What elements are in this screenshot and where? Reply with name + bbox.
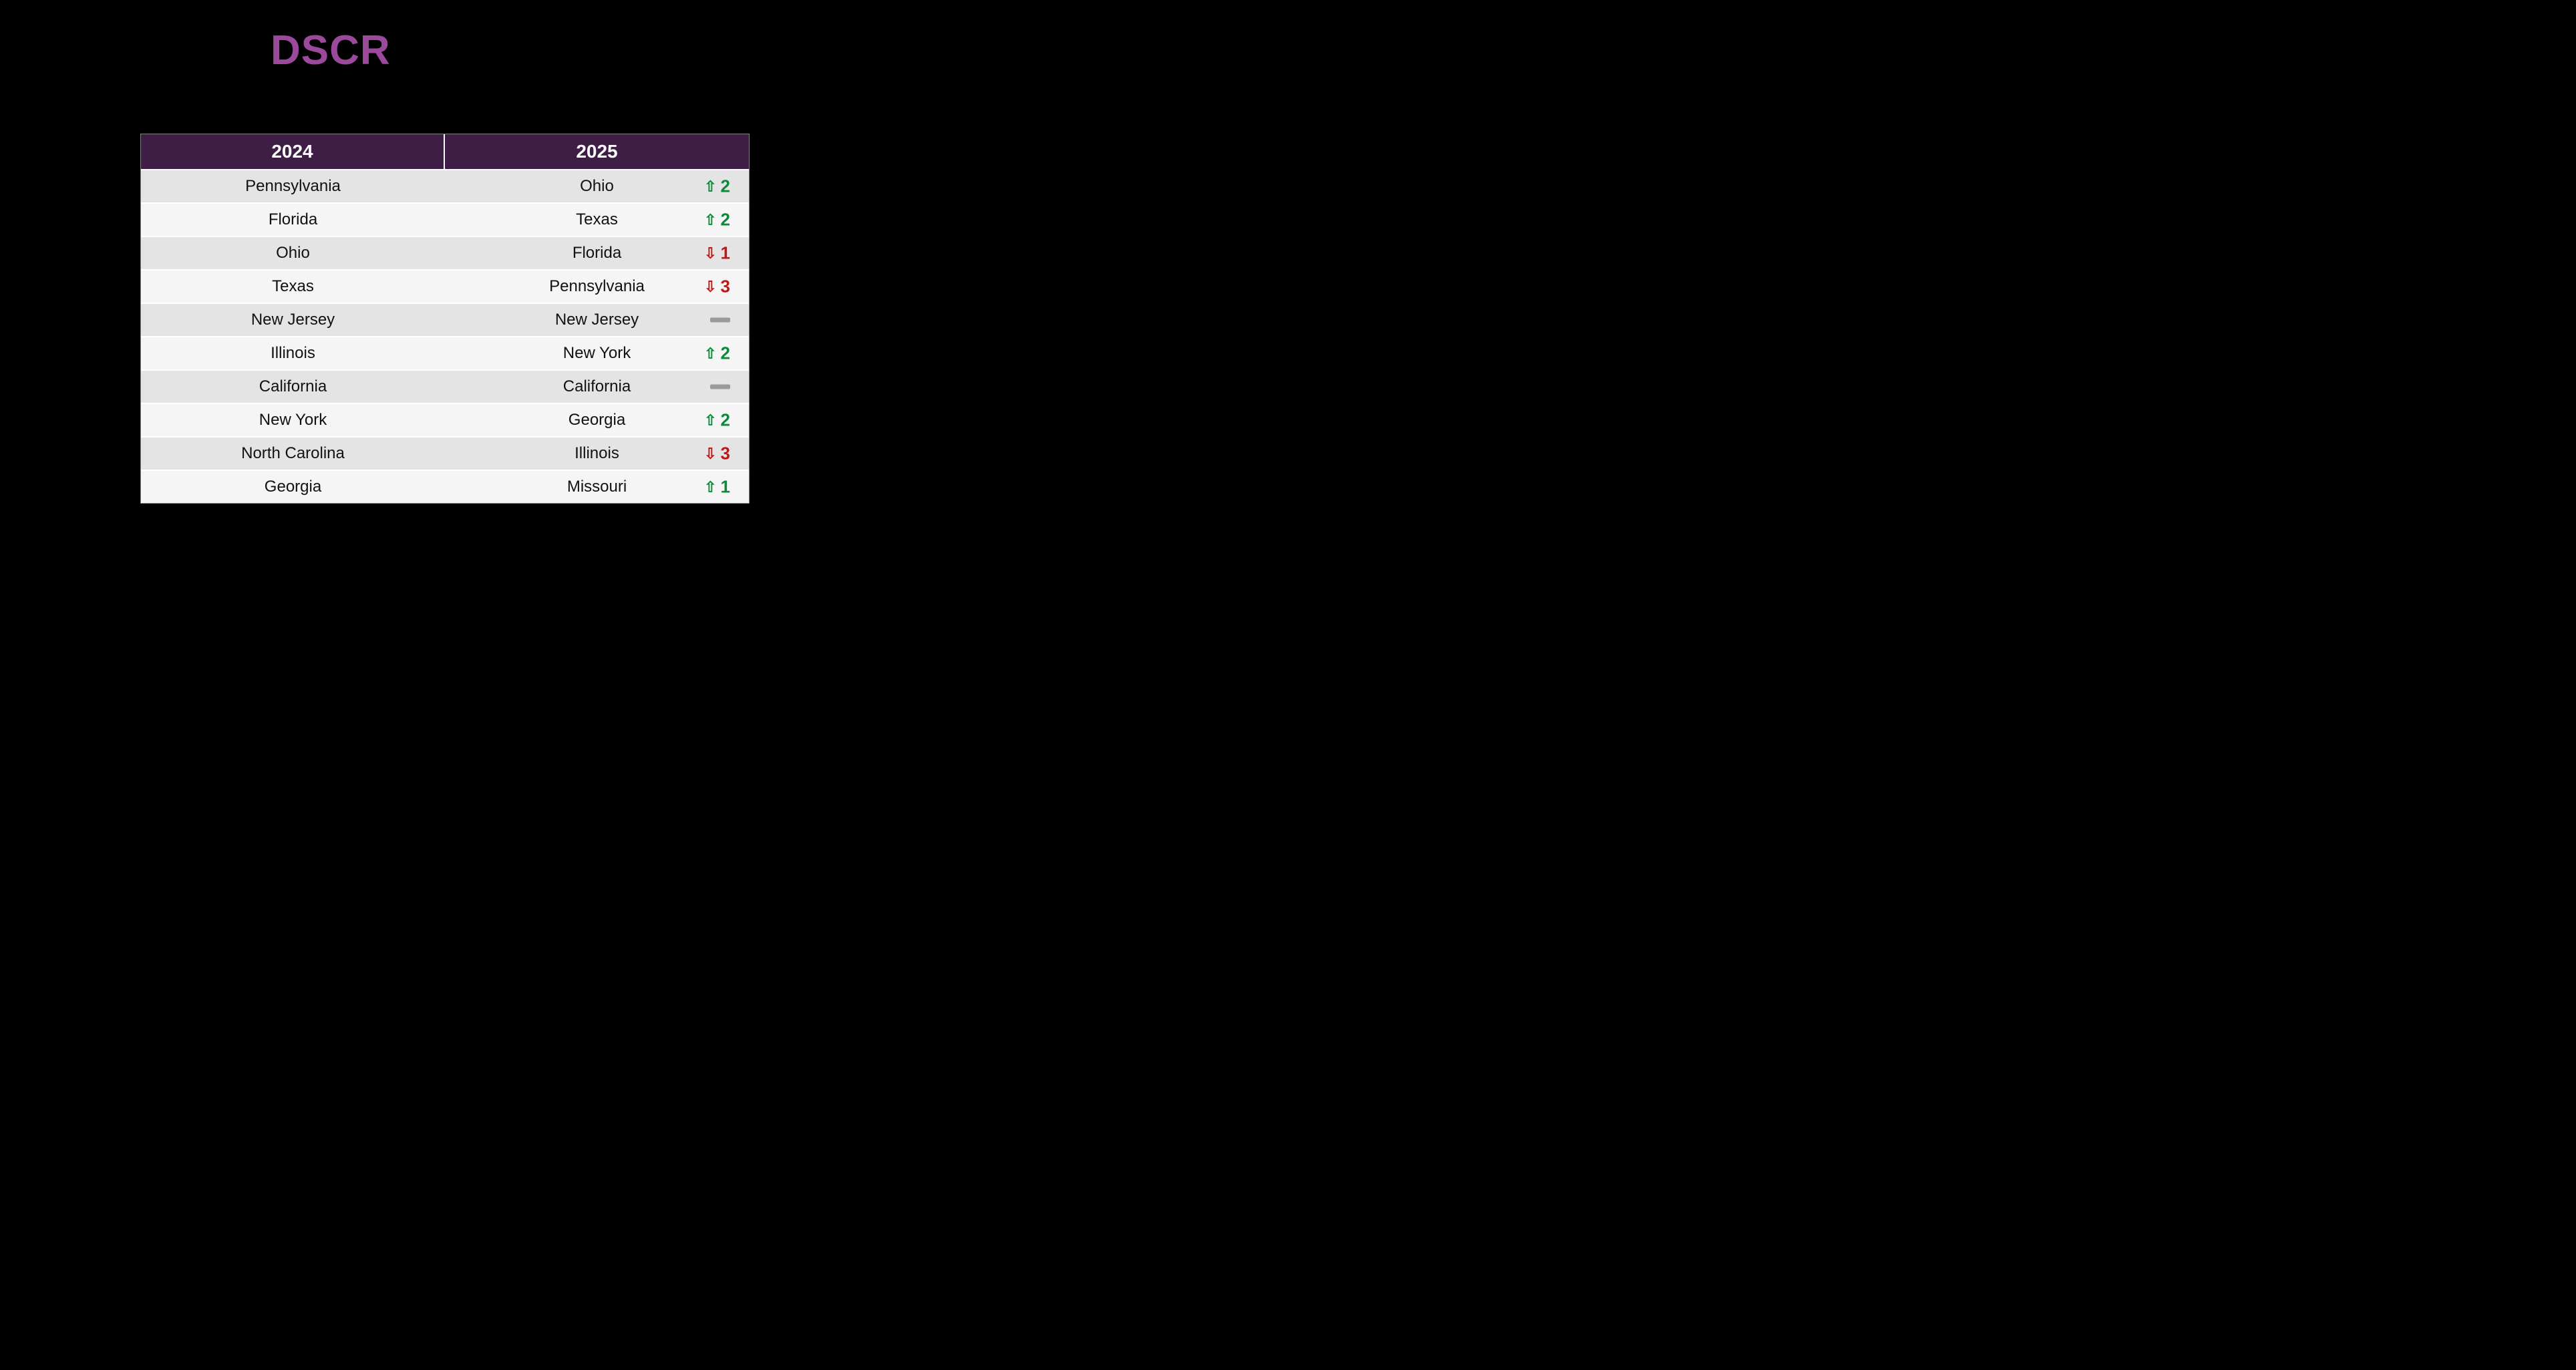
arrow-up-icon: ⇧ <box>704 480 716 494</box>
rank-change-badge: ⇧2 <box>704 176 730 197</box>
cell-2024: Illinois <box>141 336 445 369</box>
rank-change-badge <box>710 385 730 389</box>
cell-2024: North Carolina <box>141 436 445 470</box>
table-body: PennsylvaniaOhio⇧2FloridaTexas⇧2OhioFlor… <box>141 169 749 503</box>
rank-change-value: 3 <box>721 277 730 297</box>
rank-change-badge <box>710 318 730 323</box>
rank-change-badge: ⇧2 <box>704 343 730 364</box>
column-header-2024: 2024 <box>141 134 445 169</box>
arrow-up-icon: ⇧ <box>704 346 716 361</box>
state-2025-label: Ohio <box>580 177 614 195</box>
rank-change-value: 1 <box>721 243 730 264</box>
cell-2025: Georgia⇧2 <box>445 403 749 436</box>
state-2025-label: Texas <box>576 210 618 228</box>
table-row: GeorgiaMissouri⇧1 <box>141 470 749 503</box>
cell-2025: Ohio⇧2 <box>445 169 749 202</box>
state-2025-label: Georgia <box>569 411 625 429</box>
cell-2025: Illinois⇩3 <box>445 436 749 470</box>
slide: DSCR 2024 2025 PennsylvaniaOhio⇧2Florida… <box>0 0 1034 550</box>
table-row: OhioFlorida⇩1 <box>141 236 749 269</box>
no-change-icon <box>710 385 730 389</box>
table-header-row: 2024 2025 <box>141 134 749 169</box>
rank-change-value: 2 <box>721 410 730 431</box>
ranking-table: 2024 2025 PennsylvaniaOhio⇧2FloridaTexas… <box>141 134 749 503</box>
state-2025-label: New Jersey <box>555 311 639 329</box>
arrow-up-icon: ⇧ <box>704 179 716 194</box>
cell-2025: New York⇧2 <box>445 336 749 369</box>
rank-change-badge: ⇧1 <box>704 477 730 498</box>
rank-change-badge: ⇩3 <box>704 277 730 297</box>
state-2025-label: Pennsylvania <box>549 277 645 295</box>
table-row: FloridaTexas⇧2 <box>141 202 749 236</box>
cell-2025: Florida⇩1 <box>445 236 749 269</box>
table-row: North CarolinaIllinois⇩3 <box>141 436 749 470</box>
no-change-icon <box>710 318 730 323</box>
slide-title: DSCR <box>271 27 391 74</box>
state-2025-label: Missouri <box>567 478 627 496</box>
cell-2024: Florida <box>141 202 445 236</box>
cell-2025: Missouri⇧1 <box>445 470 749 503</box>
ranking-table-container: 2024 2025 PennsylvaniaOhio⇧2FloridaTexas… <box>140 134 750 504</box>
rank-change-value: 2 <box>721 210 730 230</box>
rank-change-value: 1 <box>721 477 730 498</box>
table-row: IllinoisNew York⇧2 <box>141 336 749 369</box>
state-2025-label: California <box>563 377 631 395</box>
cell-2024: New York <box>141 403 445 436</box>
arrow-down-icon: ⇩ <box>704 246 716 261</box>
arrow-down-icon: ⇩ <box>704 446 716 461</box>
rank-change-badge: ⇩1 <box>704 243 730 264</box>
cell-2024: Pennsylvania <box>141 169 445 202</box>
rank-change-badge: ⇩3 <box>704 444 730 464</box>
cell-2025: New Jersey <box>445 303 749 336</box>
rank-change-badge: ⇧2 <box>704 410 730 431</box>
arrow-up-icon: ⇧ <box>704 413 716 427</box>
arrow-up-icon: ⇧ <box>704 212 716 227</box>
cell-2024: Ohio <box>141 236 445 269</box>
arrow-down-icon: ⇩ <box>704 279 716 294</box>
rank-change-value: 3 <box>721 444 730 464</box>
rank-change-badge: ⇧2 <box>704 210 730 230</box>
cell-2024: Texas <box>141 269 445 303</box>
cell-2025: California <box>445 369 749 403</box>
state-2025-label: New York <box>563 344 631 362</box>
state-2025-label: Illinois <box>575 444 619 462</box>
table-row: New YorkGeorgia⇧2 <box>141 403 749 436</box>
cell-2024: New Jersey <box>141 303 445 336</box>
cell-2025: Pennsylvania⇩3 <box>445 269 749 303</box>
table-row: TexasPennsylvania⇩3 <box>141 269 749 303</box>
rank-change-value: 2 <box>721 176 730 197</box>
cell-2024: California <box>141 369 445 403</box>
cell-2024: Georgia <box>141 470 445 503</box>
table-row: New Jersey New Jersey <box>141 303 749 336</box>
table-row: California California <box>141 369 749 403</box>
state-2025-label: Florida <box>573 244 621 262</box>
column-header-2025: 2025 <box>445 134 749 169</box>
cell-2025: Texas⇧2 <box>445 202 749 236</box>
table-row: PennsylvaniaOhio⇧2 <box>141 169 749 202</box>
rank-change-value: 2 <box>721 343 730 364</box>
